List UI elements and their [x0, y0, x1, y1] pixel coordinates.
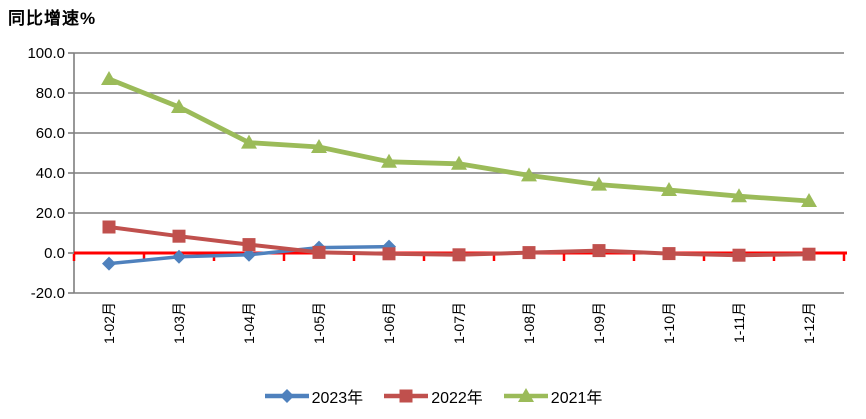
- series-marker-square: [312, 245, 326, 259]
- series-marker-square: [522, 246, 536, 260]
- x-axis-label: 1-03月: [171, 302, 187, 344]
- series-marker-diamond: [172, 249, 186, 264]
- legend-label: 2023年: [311, 390, 364, 407]
- series-marker-triangle: [241, 134, 257, 149]
- y-axis-tick-label: 100.0: [27, 45, 65, 62]
- series-marker-triangle: [591, 176, 607, 191]
- legend-marker-square: [384, 389, 429, 403]
- x-axis-label: 1-11月: [731, 302, 747, 343]
- series-marker-triangle: [101, 71, 117, 85]
- x-axis-label: 1-08月: [521, 302, 537, 344]
- legend-item-2021: 2021年: [503, 384, 603, 408]
- series-marker-diamond: [242, 247, 256, 262]
- y-axis-tick-label: 20.0: [36, 205, 65, 222]
- series-marker-square: [662, 247, 676, 261]
- series-marker-triangle: [451, 155, 467, 170]
- series-marker-square: [242, 238, 256, 252]
- y-axis-tick-label: 40.0: [36, 165, 65, 182]
- legend-marker-triangle: [503, 388, 548, 402]
- series-marker-triangle: [801, 193, 817, 207]
- chart-title: 同比增速%: [8, 9, 97, 28]
- x-axis-label: 1-06月: [381, 302, 397, 344]
- series-marker-triangle: [171, 99, 187, 113]
- legend-label: 2021年: [550, 390, 603, 407]
- series-marker-square: [452, 248, 466, 262]
- series-2021: [101, 71, 817, 207]
- series-line: [108, 76, 810, 204]
- series-marker-square: [382, 247, 396, 261]
- series-marker-square: [172, 229, 186, 243]
- x-axis-label: 1-04月: [241, 302, 257, 344]
- x-axis-label: 1-02月: [101, 302, 117, 344]
- y-axis-tick-label: 80.0: [36, 85, 65, 102]
- series-marker-triangle: [661, 182, 677, 196]
- series-marker-triangle: [381, 153, 397, 168]
- series-marker-diamond: [102, 256, 116, 271]
- series-marker-square: [399, 389, 413, 403]
- series-2022: [102, 220, 816, 262]
- y-axis-tick-label: 60.0: [36, 125, 65, 142]
- legend: 2023年 2022年 2021年: [0, 384, 866, 408]
- y-axis-tick-label: -20.0: [31, 285, 65, 302]
- x-axis-label: 1-09月: [591, 302, 607, 344]
- plot-canvas: 100.0 80.0 60.0 40.0 20.0 0.0 -20.0 1-02月 1-03月 1…: [27, 45, 847, 344]
- legend-marker-diamond: [264, 389, 309, 403]
- legend-item-2022: 2022年: [383, 384, 483, 408]
- series-marker-triangle: [517, 388, 534, 402]
- legend-label: 2022年: [431, 390, 483, 407]
- series-marker-square: [802, 247, 816, 261]
- series-marker-triangle: [311, 139, 327, 153]
- x-axis-label: 1-12月: [801, 302, 817, 344]
- series-marker-triangle: [731, 188, 747, 203]
- series-marker-triangle: [521, 167, 537, 182]
- x-axis-label: 1-05月: [311, 302, 327, 344]
- x-axis-label: 1-10月: [661, 302, 677, 344]
- series-marker-square: [592, 244, 606, 258]
- series-marker-square: [732, 248, 746, 262]
- y-axis-tick-label: 0.0: [44, 245, 65, 262]
- legend-item-2023: 2023年: [264, 384, 364, 408]
- x-axis-label: 1-07月: [451, 302, 467, 344]
- series-marker-square: [102, 220, 116, 234]
- series-marker-diamond: [279, 389, 294, 403]
